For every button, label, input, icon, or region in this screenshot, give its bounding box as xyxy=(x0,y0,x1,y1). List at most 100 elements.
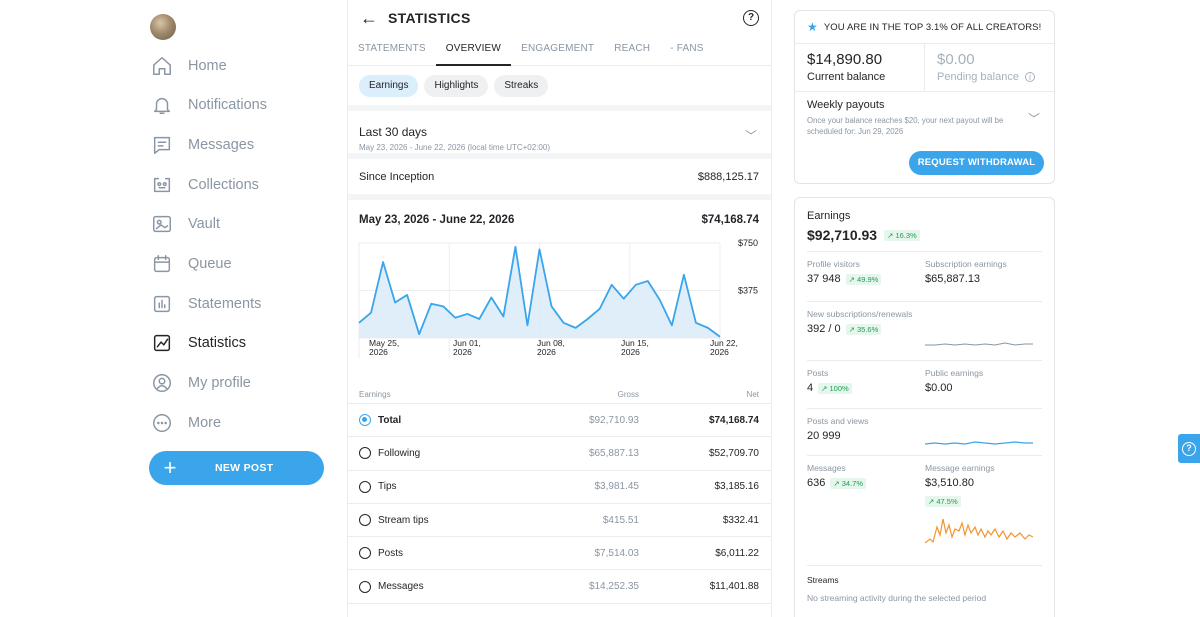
plus-icon: + xyxy=(163,455,177,480)
balance-card: ★ YOU ARE IN THE TOP 3.1% OF ALL CREATOR… xyxy=(794,10,1055,184)
back-arrow-icon[interactable]: ← xyxy=(360,7,378,28)
table-row[interactable]: Tips $3,981.45 $3,185.16 xyxy=(348,471,771,504)
radio-selected[interactable] xyxy=(359,414,371,427)
new-post-button[interactable]: + NEW POST xyxy=(149,451,324,485)
since-inception-row: Since Inception $888,125.17 xyxy=(348,159,771,200)
stat-label: Subscription earnings xyxy=(925,259,1007,269)
earnings-table-header: Earnings Gross Net xyxy=(348,374,771,404)
chip-highlights[interactable]: Highlights xyxy=(424,74,489,97)
current-balance: $14,890.80 Current balance xyxy=(795,44,924,91)
row-gross: $415.51 xyxy=(602,514,639,526)
balances: $14,890.80 Current balance $0.00 Pending… xyxy=(795,44,1054,92)
sidebar-item-label: Notifications xyxy=(188,97,267,113)
tab-reach[interactable]: REACH xyxy=(614,43,651,54)
statements-icon xyxy=(150,292,174,316)
earnings-value: $92,710.93 xyxy=(807,227,878,243)
row-gross: $14,252.35 xyxy=(588,581,639,593)
radio[interactable] xyxy=(359,547,371,560)
row-net: $11,401.88 xyxy=(709,581,759,593)
chart-line xyxy=(358,245,721,338)
weekly-payouts[interactable]: Weekly payouts Once your balance reaches… xyxy=(795,92,1054,144)
radio[interactable] xyxy=(359,447,371,460)
streams-detail: No streaming activity during the selecte… xyxy=(807,593,987,603)
header-net: Net xyxy=(746,390,759,399)
sidebar-item-notifications[interactable]: Notifications xyxy=(150,90,267,120)
table-row[interactable]: Posts $7,514.03 $6,011.22 xyxy=(348,537,771,571)
range-value: $74,168.74 xyxy=(701,214,759,226)
stats-row: Posts 4 ↗ 100% Public earnings $0.00 xyxy=(807,361,1042,409)
stat-label: Public earnings xyxy=(925,368,984,378)
row-gross: $7,514.03 xyxy=(594,547,640,559)
sidebar-item-label: Queue xyxy=(188,256,232,272)
stats-row: Messages 636 ↗ 34.7% Message earnings $3,… xyxy=(807,456,1042,566)
sidebar-item-messages[interactable]: Messages xyxy=(150,130,254,160)
sidebar-item-my-profile[interactable]: My profile xyxy=(150,368,251,398)
weekly-payouts-detail: Once your balance reaches $20, your next… xyxy=(807,116,1004,136)
stat-label: New subscriptions/renewals xyxy=(807,309,913,319)
stat-value: 392 / 0 xyxy=(807,323,841,335)
sidebar-item-label: Statistics xyxy=(188,335,247,351)
stat-value: 4 xyxy=(807,382,814,394)
pending-balance: $0.00 Pending balance i xyxy=(924,44,1054,91)
stat-value: $0.00 xyxy=(925,382,953,394)
help-icon[interactable]: ? xyxy=(743,10,759,26)
row-label: Stream tips xyxy=(378,514,429,526)
stat-value: 20 999 xyxy=(807,430,841,442)
calendar-icon xyxy=(150,252,174,276)
request-withdrawal-button[interactable]: REQUEST WITHDRAWAL xyxy=(909,151,1044,175)
period-label: Last 30 days xyxy=(359,125,428,139)
period-selector[interactable]: Last 30 days May 23, 2026 - June 22, 202… xyxy=(348,111,771,159)
stat-change-badge: ↗ 47.5% xyxy=(925,496,961,507)
table-row[interactable]: Messages $14,252.35 $11,401.88 xyxy=(348,570,771,604)
x-tick-label: 2026 xyxy=(710,347,729,357)
table-row[interactable]: Following $65,887.13 $52,709.70 xyxy=(348,437,771,471)
tab-overview[interactable]: OVERVIEW xyxy=(435,36,512,66)
statistics-tabs: STATEMENTS OVERVIEW ENGAGEMENT REACH - F… xyxy=(348,36,771,66)
stat-value: 636 xyxy=(807,477,826,489)
stat-change-badge: ↗ 34.7% xyxy=(830,477,866,489)
sidebar-item-more[interactable]: More xyxy=(150,408,221,438)
statistics-panel: ← STATISTICS ? STATEMENTS OVERVIEW ENGAG… xyxy=(347,0,772,617)
sidebar-item-label: Vault xyxy=(188,216,220,232)
earnings-summary-card: Earnings $92,710.93 ↗ 16.3% Profile visi… xyxy=(794,197,1055,617)
info-icon[interactable]: i xyxy=(1025,72,1036,82)
tab-engagement[interactable]: ENGAGEMENT xyxy=(521,43,595,54)
sidebar-item-queue[interactable]: Queue xyxy=(150,249,232,279)
tab-statements[interactable]: STATEMENTS xyxy=(358,43,426,54)
stat-change-badge: ↗ 49.9% xyxy=(845,273,882,285)
profile-icon xyxy=(150,371,174,395)
table-row[interactable]: Total $92,710.93 $74,168.74 xyxy=(348,404,771,438)
row-label: Posts xyxy=(378,547,404,559)
tab-fans[interactable]: - FANS xyxy=(670,43,704,54)
sidebar-item-label: Statements xyxy=(188,296,262,312)
table-row[interactable]: Stream tips $415.51 $332.41 xyxy=(348,504,771,538)
sidebar-item-statements[interactable]: Statements xyxy=(150,289,261,319)
message-icon xyxy=(150,133,174,157)
radio[interactable] xyxy=(359,514,371,527)
stats-row: Posts and views 20 999 xyxy=(807,409,1042,456)
collections-icon xyxy=(150,173,174,197)
top-creator-text: YOU ARE IN THE TOP 3.1% OF ALL CREATORS! xyxy=(823,21,1042,33)
streams-title: Streams xyxy=(807,575,839,585)
x-tick-label: 2026 xyxy=(453,347,472,357)
chip-streaks[interactable]: Streaks xyxy=(494,74,549,97)
radio[interactable] xyxy=(359,480,371,493)
row-gross: $3,981.45 xyxy=(594,481,640,493)
sidebar-item-home[interactable]: Home xyxy=(150,51,227,81)
stat-label: Messages xyxy=(807,463,846,473)
avatar[interactable] xyxy=(150,14,176,40)
weekly-payouts-title: Weekly payouts xyxy=(807,99,885,111)
sidebar-item-statistics[interactable]: Statistics xyxy=(150,328,246,358)
floating-help-button[interactable]: ? xyxy=(1178,434,1200,463)
pending-balance-label: Pending balance i xyxy=(937,71,1042,83)
x-tick-label: May 25, xyxy=(369,338,399,348)
row-label: Messages xyxy=(378,581,424,593)
chip-earnings[interactable]: Earnings xyxy=(359,74,419,97)
home-icon xyxy=(150,54,174,78)
views-sparkline xyxy=(924,441,1033,445)
sidebar-item-vault[interactable]: Vault xyxy=(150,209,220,239)
sidebar-item-collections[interactable]: Collections xyxy=(150,170,259,200)
radio[interactable] xyxy=(359,580,371,593)
stat-label: Message earnings xyxy=(925,463,995,473)
